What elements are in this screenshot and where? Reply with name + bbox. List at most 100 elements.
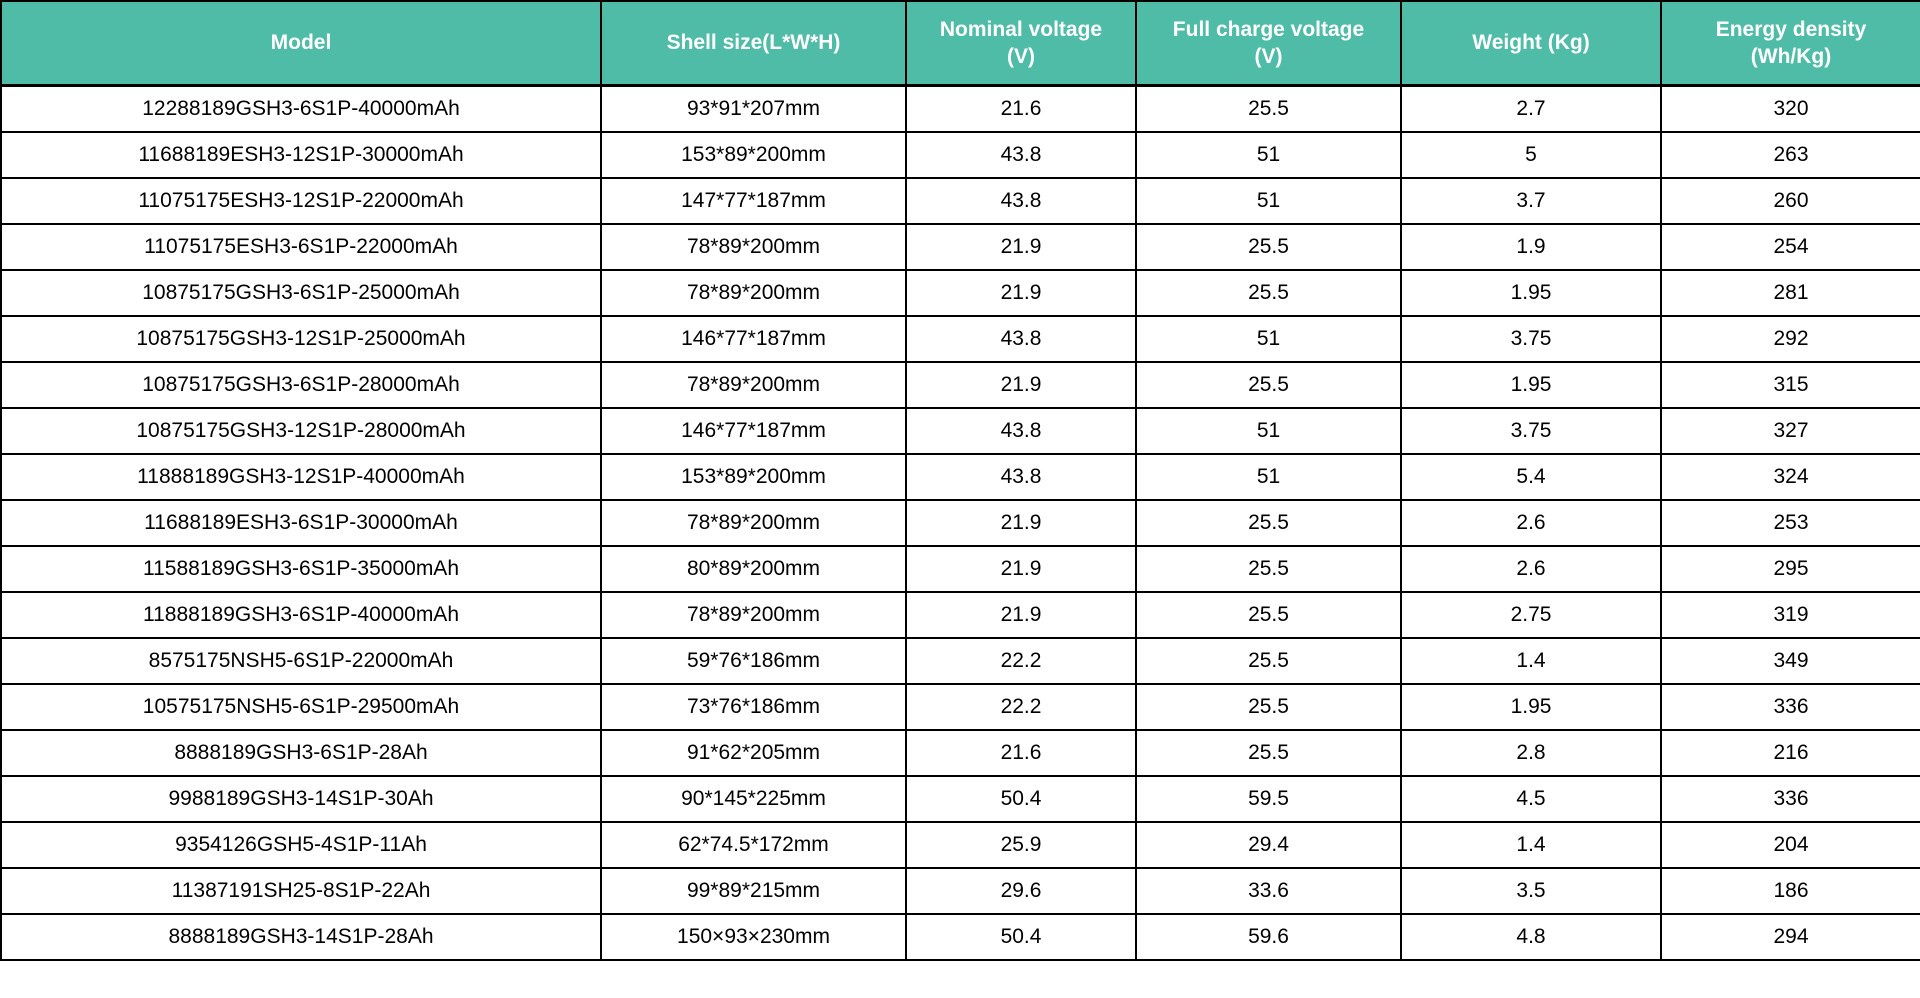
cell-energy-density: 281 <box>1660 269 1920 317</box>
cell-energy-density: 324 <box>1660 453 1920 501</box>
cell-energy-density: 320 <box>1660 84 1920 133</box>
table-row: 8888189GSH3-14S1P-28Ah 150×93×230mm 50.4 59… <box>0 913 1920 961</box>
cell-model: 8888189GSH3-14S1P-28Ah <box>0 913 602 961</box>
cell-weight: 2.8 <box>1400 729 1662 777</box>
cell-model: 11888189GSH3-12S1P-40000mAh <box>0 453 602 501</box>
cell-full-charge-voltage: 51 <box>1135 177 1402 225</box>
cell-model: 8575175NSH5-6S1P-22000mAh <box>0 637 602 685</box>
cell-model: 10875175GSH3-12S1P-28000mAh <box>0 407 602 455</box>
cell-full-charge-voltage: 59.5 <box>1135 775 1402 823</box>
cell-nominal-voltage: 29.6 <box>905 867 1137 915</box>
cell-weight: 3.7 <box>1400 177 1662 225</box>
cell-energy-density: 204 <box>1660 821 1920 869</box>
cell-full-charge-voltage: 25.5 <box>1135 269 1402 317</box>
cell-nominal-voltage: 21.9 <box>905 223 1137 271</box>
table-row: 11387191SH25-8S1P-22Ah 99*89*215mm 29.6 33.… <box>0 867 1920 915</box>
table-row: 9354126GSH5-4S1P-11Ah 62*74.5*172mm 25.9 29… <box>0 821 1920 869</box>
cell-energy-density: 216 <box>1660 729 1920 777</box>
cell-nominal-voltage: 43.8 <box>905 315 1137 363</box>
cell-model: 9354126GSH5-4S1P-11Ah <box>0 821 602 869</box>
cell-nominal-voltage: 43.8 <box>905 177 1137 225</box>
cell-energy-density: 292 <box>1660 315 1920 363</box>
table-row: 9988189GSH3-14S1P-30Ah 90*145*225mm 50.4 59… <box>0 775 1920 823</box>
cell-nominal-voltage: 43.8 <box>905 453 1137 501</box>
cell-model: 10875175GSH3-6S1P-25000mAh <box>0 269 602 317</box>
cell-weight: 1.95 <box>1400 269 1662 317</box>
table-row: 8888189GSH3-6S1P-28Ah 91*62*205mm 21.6 25.5… <box>0 729 1920 777</box>
cell-weight: 2.75 <box>1400 591 1662 639</box>
cell-energy-density: 254 <box>1660 223 1920 271</box>
cell-full-charge-voltage: 25.5 <box>1135 84 1402 133</box>
table-row: 10875175GSH3-12S1P-28000mAh 146*77*187mm 4… <box>0 407 1920 455</box>
cell-nominal-voltage: 43.8 <box>905 407 1137 455</box>
table-row: 10575175NSH5-6S1P-29500mAh 73*76*186mm 22.… <box>0 683 1920 731</box>
cell-full-charge-voltage: 25.5 <box>1135 499 1402 547</box>
cell-energy-density: 186 <box>1660 867 1920 915</box>
cell-nominal-voltage: 43.8 <box>905 131 1137 179</box>
cell-nominal-voltage: 21.6 <box>905 729 1137 777</box>
cell-energy-density: 295 <box>1660 545 1920 593</box>
table-row: 10875175GSH3-6S1P-25000mAh 78*89*200mm 21.… <box>0 269 1920 317</box>
cell-model: 11888189GSH3-6S1P-40000mAh <box>0 591 602 639</box>
cell-energy-density: 294 <box>1660 913 1920 961</box>
cell-weight: 2.7 <box>1400 84 1662 133</box>
cell-nominal-voltage: 21.9 <box>905 591 1137 639</box>
cell-shell-size: 73*76*186mm <box>600 683 907 731</box>
cell-shell-size: 90*145*225mm <box>600 775 907 823</box>
cell-nominal-voltage: 21.6 <box>905 84 1137 133</box>
cell-model: 11075175ESH3-6S1P-22000mAh <box>0 223 602 271</box>
cell-full-charge-voltage: 51 <box>1135 407 1402 455</box>
cell-model: 9988189GSH3-14S1P-30Ah <box>0 775 602 823</box>
cell-shell-size: 59*76*186mm <box>600 637 907 685</box>
cell-weight: 2.6 <box>1400 499 1662 547</box>
cell-weight: 5.4 <box>1400 453 1662 501</box>
cell-energy-density: 315 <box>1660 361 1920 409</box>
cell-model: 11688189ESH3-6S1P-30000mAh <box>0 499 602 547</box>
table-row: 11075175ESH3-12S1P-22000mAh 147*77*187mm 4… <box>0 177 1920 225</box>
cell-energy-density: 327 <box>1660 407 1920 455</box>
cell-energy-density: 319 <box>1660 591 1920 639</box>
cell-shell-size: 147*77*187mm <box>600 177 907 225</box>
cell-full-charge-voltage: 25.5 <box>1135 637 1402 685</box>
table-row: 11688189ESH3-6S1P-30000mAh 78*89*200mm 21.… <box>0 499 1920 547</box>
cell-shell-size: 78*89*200mm <box>600 223 907 271</box>
cell-energy-density: 349 <box>1660 637 1920 685</box>
cell-nominal-voltage: 22.2 <box>905 683 1137 731</box>
cell-shell-size: 146*77*187mm <box>600 315 907 363</box>
cell-full-charge-voltage: 25.5 <box>1135 361 1402 409</box>
table-row: 11588189GSH3-6S1P-35000mAh 80*89*200mm 21.… <box>0 545 1920 593</box>
column-header-full-charge-voltage: Full charge voltage (V) <box>1135 0 1402 87</box>
cell-shell-size: 93*91*207mm <box>600 84 907 133</box>
cell-nominal-voltage: 22.2 <box>905 637 1137 685</box>
cell-nominal-voltage: 21.9 <box>905 269 1137 317</box>
cell-full-charge-voltage: 51 <box>1135 315 1402 363</box>
cell-full-charge-voltage: 33.6 <box>1135 867 1402 915</box>
cell-full-charge-voltage: 29.4 <box>1135 821 1402 869</box>
cell-nominal-voltage: 21.9 <box>905 545 1137 593</box>
cell-nominal-voltage: 21.9 <box>905 499 1137 547</box>
table-row: 12288189GSH3-6S1P-40000mAh 93*91*207mm 21.… <box>0 84 1920 133</box>
cell-shell-size: 78*89*200mm <box>600 361 907 409</box>
table-row: 10875175GSH3-6S1P-28000mAh 78*89*200mm 21.… <box>0 361 1920 409</box>
column-header-energy-density: Energy density (Wh/Kg) <box>1660 0 1920 87</box>
cell-full-charge-voltage: 25.5 <box>1135 545 1402 593</box>
cell-model: 10875175GSH3-6S1P-28000mAh <box>0 361 602 409</box>
cell-weight: 5 <box>1400 131 1662 179</box>
cell-weight: 2.6 <box>1400 545 1662 593</box>
cell-full-charge-voltage: 25.5 <box>1135 683 1402 731</box>
cell-shell-size: 78*89*200mm <box>600 499 907 547</box>
cell-weight: 1.9 <box>1400 223 1662 271</box>
cell-model: 8888189GSH3-6S1P-28Ah <box>0 729 602 777</box>
cell-shell-size: 150×93×230mm <box>600 913 907 961</box>
cell-weight: 4.8 <box>1400 913 1662 961</box>
table-header: Model Shell size(L*W*H) Nominal voltage (V… <box>0 0 1920 87</box>
cell-full-charge-voltage: 25.5 <box>1135 729 1402 777</box>
cell-shell-size: 153*89*200mm <box>600 453 907 501</box>
cell-weight: 1.95 <box>1400 361 1662 409</box>
cell-full-charge-voltage: 59.6 <box>1135 913 1402 961</box>
table-row: 11888189GSH3-6S1P-40000mAh 78*89*200mm 21.… <box>0 591 1920 639</box>
table-row: 11888189GSH3-12S1P-40000mAh 153*89*200mm 4… <box>0 453 1920 501</box>
cell-nominal-voltage: 50.4 <box>905 775 1137 823</box>
cell-model: 10875175GSH3-12S1P-25000mAh <box>0 315 602 363</box>
